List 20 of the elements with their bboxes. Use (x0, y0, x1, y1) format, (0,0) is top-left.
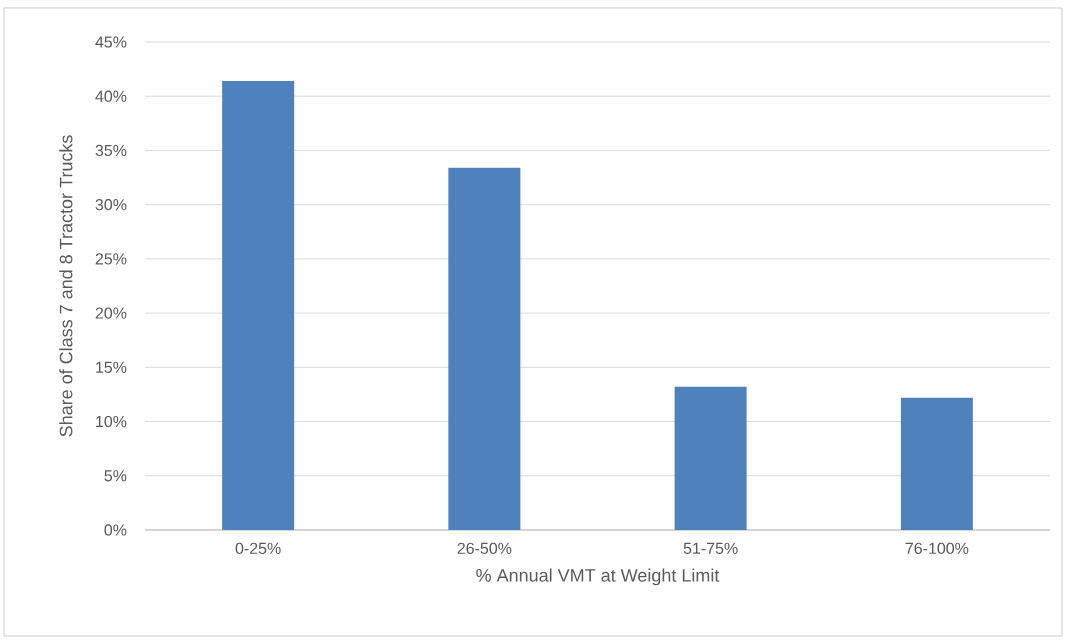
y-tick-label: 30% (95, 199, 127, 211)
y-tick-label: 35% (95, 144, 127, 157)
bar (674, 386, 747, 530)
y-tick-label: 5% (104, 470, 127, 482)
y-tick-label: 20% (95, 307, 127, 319)
y-tick-label: 40% (95, 90, 127, 102)
y-tick-label: 45% (95, 36, 127, 48)
bar (900, 397, 973, 530)
y-tick-label: 15% (96, 361, 127, 373)
y-tick-label: 0% (104, 524, 127, 536)
x-tick-label: 51-75% (683, 542, 738, 554)
y-tick-label: 25% (95, 253, 127, 265)
x-tick-label: 76-100% (905, 542, 969, 555)
x-axis-title: % Annual VMT at Weight Limit (476, 568, 720, 586)
x-tick-label: 26-50% (457, 542, 512, 555)
y-tick-label: 10% (96, 415, 127, 428)
bar (222, 81, 295, 530)
bar (448, 167, 521, 530)
x-tick-label: 0-25% (235, 542, 281, 555)
y-axis-title: Share of Class 7 and 8 Tractor Trucks (59, 135, 73, 437)
